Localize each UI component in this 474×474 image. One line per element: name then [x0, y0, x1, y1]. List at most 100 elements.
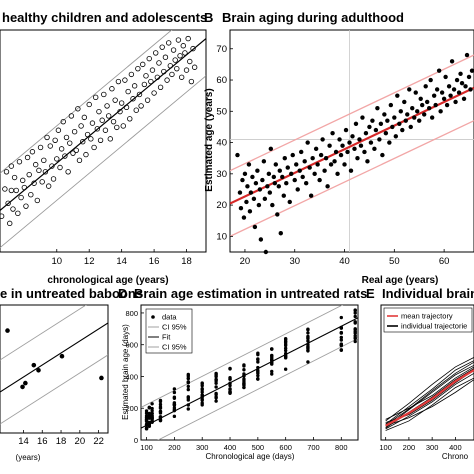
- panel-b-point: [358, 143, 364, 148]
- panel-b-point: [284, 181, 289, 186]
- panel-b-point: [257, 187, 263, 192]
- panel-b-x-tick-label: 20: [240, 256, 251, 267]
- panel-a-point: [112, 97, 118, 103]
- panel-c-point: [20, 384, 25, 390]
- panel-a-point: [2, 186, 8, 192]
- panel-a-point: [39, 179, 45, 185]
- panel-a-point: [84, 131, 91, 138]
- panel-b-point: [307, 165, 312, 170]
- panel-c-ci-line-0: [0, 305, 87, 361]
- panel-a-point: [10, 206, 16, 212]
- panel-d-point: [339, 315, 344, 320]
- panel-b-point: [423, 84, 428, 89]
- panel-b-point: [422, 112, 427, 117]
- panel-b-point: [295, 187, 300, 192]
- panel-a-point: [149, 67, 156, 73]
- panel-d-points: [144, 308, 357, 431]
- panel-a-x-tick-label: 16: [149, 256, 160, 267]
- panel-d-y-label: Estimated brain age (days): [121, 324, 130, 420]
- panel-a-point: [13, 187, 19, 194]
- panel-a-point: [89, 120, 96, 126]
- panel-e-individual-trajectory: [385, 360, 474, 425]
- panel-b-point: [294, 162, 299, 167]
- panel-d-point: [150, 402, 154, 406]
- panel-b-point: [268, 146, 274, 152]
- panel-d-point: [283, 348, 288, 353]
- panel-b-point: [238, 206, 244, 211]
- panel-b-x-tick-label: 30: [289, 256, 300, 267]
- panel-b: B Brain aging during adulthood 20 30 40 50 6…: [204, 10, 474, 286]
- panel-e-individual-trajectory: [385, 364, 474, 428]
- panel-a-ci-lines: [0, 30, 206, 249]
- panel-a-fit: [0, 38, 206, 211]
- panel-b-point: [242, 171, 248, 177]
- panel-b-point: [299, 149, 304, 155]
- panel-d-x-tick-label: 200: [168, 443, 181, 452]
- panel-a-point: [5, 200, 11, 207]
- panel-a-point: [157, 84, 164, 90]
- panel-b-point: [429, 115, 435, 120]
- panel-a-point: [133, 107, 139, 113]
- panel-a-point: [177, 53, 183, 59]
- panel-d-point: [306, 336, 310, 341]
- panel-a-point: [58, 146, 65, 152]
- panel-a-point: [93, 94, 99, 101]
- panel-a-point: [141, 81, 148, 88]
- panel-b-point: [281, 193, 286, 198]
- panel-a-point: [104, 103, 110, 109]
- panel-b-point: [246, 162, 252, 167]
- panel-b-point: [308, 193, 314, 198]
- panel-a-point: [105, 113, 112, 119]
- panel-d-point: [214, 392, 218, 397]
- panel-d-point: [200, 401, 204, 405]
- panel-b-point: [235, 152, 240, 158]
- panel-d-point: [306, 327, 310, 331]
- panel-a-point: [127, 116, 133, 122]
- panel-b-point: [263, 249, 269, 255]
- panel-e-individual-trajectory: [385, 379, 474, 427]
- panel-b-y-tick-label: 70: [216, 44, 227, 55]
- panel-b-point: [417, 118, 422, 123]
- panel-a-point: [109, 86, 115, 92]
- panel-b-point: [342, 162, 347, 167]
- panel-a-point: [102, 127, 109, 133]
- panel-a-point: [86, 101, 92, 108]
- panel-b-x-tick-label: 50: [389, 256, 400, 267]
- panel-d-x-tick-label: 700: [307, 443, 320, 452]
- panel-b-point: [261, 159, 267, 164]
- panel-a-point: [128, 71, 135, 78]
- panel-a-point: [135, 65, 141, 72]
- panel-d-point: [147, 416, 152, 420]
- panel-b-point: [256, 202, 262, 208]
- panel-b-point: [312, 171, 317, 177]
- panel-a-point: [110, 118, 117, 125]
- panel-b-point: [343, 127, 349, 133]
- panel-a-point: [76, 157, 83, 164]
- panel-b-point: [270, 202, 275, 208]
- panel-a-point: [34, 197, 41, 204]
- panel-e-label: E: [366, 286, 375, 301]
- panel-b-point: [448, 93, 453, 98]
- panel-a-point: [140, 61, 146, 68]
- panel-d-point: [186, 374, 190, 378]
- panel-b-point: [322, 168, 327, 173]
- panel-a-point: [107, 136, 113, 142]
- panel-d-point: [144, 422, 149, 426]
- panel-d-point: [339, 348, 344, 352]
- panel-b-point: [325, 184, 330, 189]
- panel-a-point: [118, 100, 125, 106]
- panel-b-point: [258, 237, 264, 242]
- panel-d-point: [144, 427, 149, 431]
- panel-b-point: [338, 152, 344, 158]
- panel-d-legend-label: CI 95%: [162, 343, 187, 352]
- panel-b-point: [278, 231, 283, 236]
- panel-a-point: [169, 71, 175, 78]
- panel-b-point: [310, 155, 315, 161]
- panel-b-point: [276, 184, 281, 189]
- panel-a-x-tick-label: 10: [51, 256, 62, 267]
- panel-b-point: [464, 52, 470, 58]
- panel-a-ci-line-0: [0, 30, 173, 174]
- panel-a-point: [156, 60, 162, 66]
